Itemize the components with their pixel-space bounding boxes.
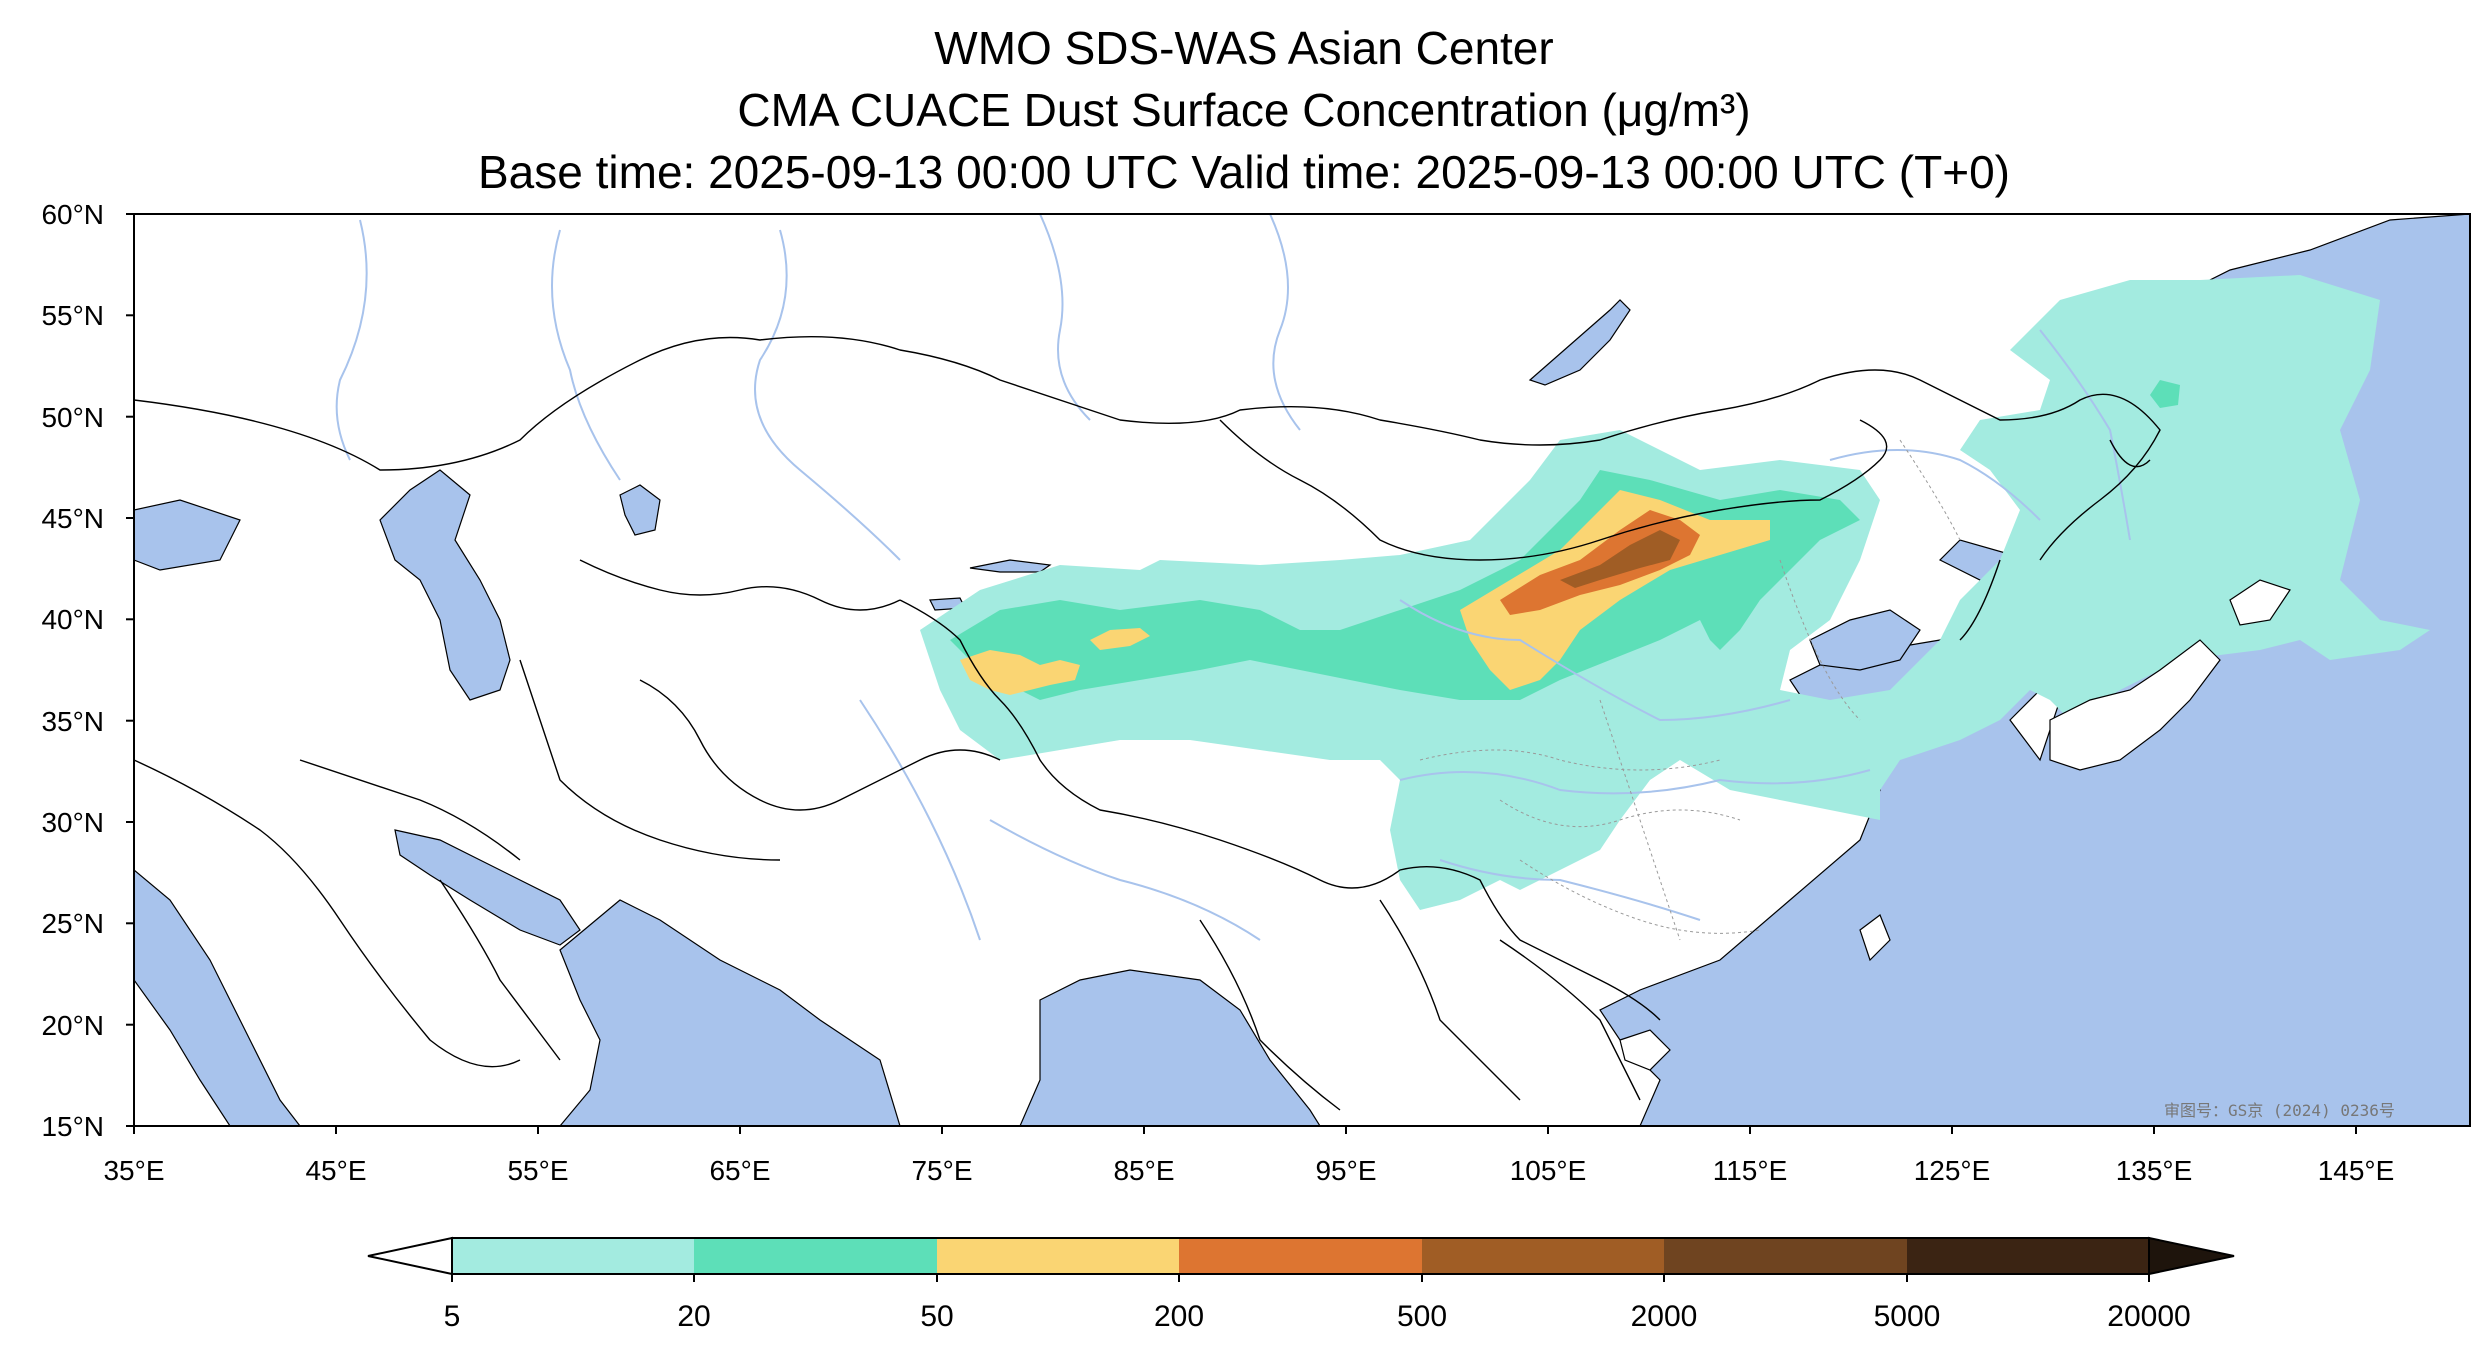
dust-contours bbox=[920, 275, 2430, 910]
map-subtitle: CMA CUACE Dust Surface Concentration (μg… bbox=[737, 84, 1751, 136]
lon-axis bbox=[133, 1126, 2357, 1134]
lon-label-35: 35°E bbox=[103, 1155, 164, 1186]
colorbar-frame bbox=[451, 1237, 2150, 1275]
lon-label-95: 95°E bbox=[1315, 1155, 1376, 1186]
aral-sea bbox=[619, 484, 661, 536]
lon-label-45: 45°E bbox=[305, 1155, 366, 1186]
lat-label-55: 55°N bbox=[41, 300, 104, 331]
country-borders bbox=[134, 335, 2161, 1111]
dust-level-50-200 bbox=[960, 490, 1770, 695]
bohai-sea bbox=[1809, 609, 1921, 671]
rivers bbox=[335, 214, 2131, 941]
colorbar-bin-5 bbox=[1422, 1238, 1664, 1274]
colorbar-bin-1 bbox=[452, 1238, 694, 1274]
lon-label-55: 55°E bbox=[507, 1155, 568, 1186]
lat-label-35: 35°N bbox=[41, 706, 104, 737]
lat-axis bbox=[126, 213, 134, 1127]
province-borders bbox=[1419, 439, 1961, 941]
map-credit: 审图号：GS京 (2024) 0236号 bbox=[2164, 1101, 2395, 1120]
lat-label-25: 25°N bbox=[41, 908, 104, 939]
lon-label-125: 125°E bbox=[1914, 1155, 1991, 1186]
dust-level-20-50 bbox=[950, 380, 2180, 700]
lat-label-50: 50°N bbox=[41, 402, 104, 433]
colorbar-tick-200: 200 bbox=[1153, 1300, 1205, 1333]
map-frame bbox=[133, 213, 2471, 1127]
colorbar-bin-6 bbox=[1664, 1238, 1907, 1274]
lon-label-65: 65°E bbox=[709, 1155, 770, 1186]
caspian-sea bbox=[379, 469, 511, 701]
colorbar-tick-5000: 5000 bbox=[1873, 1300, 1941, 1333]
lon-label-115: 115°E bbox=[1713, 1155, 1788, 1186]
lat-label-45: 45°N bbox=[41, 503, 104, 534]
baikal-lake bbox=[1528, 299, 1631, 386]
balkhash-lake bbox=[969, 559, 1052, 573]
colorbar-tick-20000: 20000 bbox=[2107, 1300, 2191, 1333]
persian-gulf bbox=[394, 829, 581, 946]
colorbar-tick-20: 20 bbox=[677, 1300, 711, 1333]
lon-label-105: 105°E bbox=[1510, 1155, 1587, 1186]
colorbar-tick-500: 500 bbox=[1396, 1300, 1448, 1333]
black-sea bbox=[134, 499, 241, 571]
lon-label-145: 145°E bbox=[2318, 1155, 2395, 1186]
colorbar-bin-7 bbox=[1907, 1238, 2149, 1274]
lon-label-135: 135°E bbox=[2116, 1155, 2193, 1186]
lon-label-75: 75°E bbox=[911, 1155, 972, 1186]
lat-label-15: 15°N bbox=[41, 1111, 104, 1142]
colorbar-tick-2000: 2000 bbox=[1630, 1300, 1698, 1333]
red-sea bbox=[134, 869, 301, 1126]
colorbar-bin-3 bbox=[937, 1238, 1179, 1274]
lat-label-40: 40°N bbox=[41, 604, 104, 635]
islands bbox=[1619, 579, 2291, 1071]
lat-label-30: 30°N bbox=[41, 807, 104, 838]
colorbar bbox=[367, 1236, 2235, 1282]
arabian-sea bbox=[559, 899, 901, 1126]
colorbar-bin-4 bbox=[1179, 1238, 1422, 1274]
colorbar-tick-50: 50 bbox=[920, 1300, 954, 1333]
map-title: WMO SDS-WAS Asian Center bbox=[934, 22, 1554, 74]
colorbar-over-arrow bbox=[2148, 1236, 2235, 1276]
time-line: Base time: 2025-09-13 00:00 UTC Valid ti… bbox=[478, 146, 2010, 198]
bay-of-bengal bbox=[1019, 969, 1321, 1126]
colorbar-tick-5: 5 bbox=[443, 1300, 461, 1333]
colorbar-bin-2 bbox=[694, 1238, 937, 1274]
colorbar-under-arrow bbox=[367, 1236, 453, 1276]
dust-level-500-2000 bbox=[1560, 530, 1680, 588]
lat-label-60: 60°N bbox=[41, 199, 104, 230]
lat-label-20: 20°N bbox=[41, 1010, 104, 1041]
lon-label-85: 85°E bbox=[1113, 1155, 1174, 1186]
